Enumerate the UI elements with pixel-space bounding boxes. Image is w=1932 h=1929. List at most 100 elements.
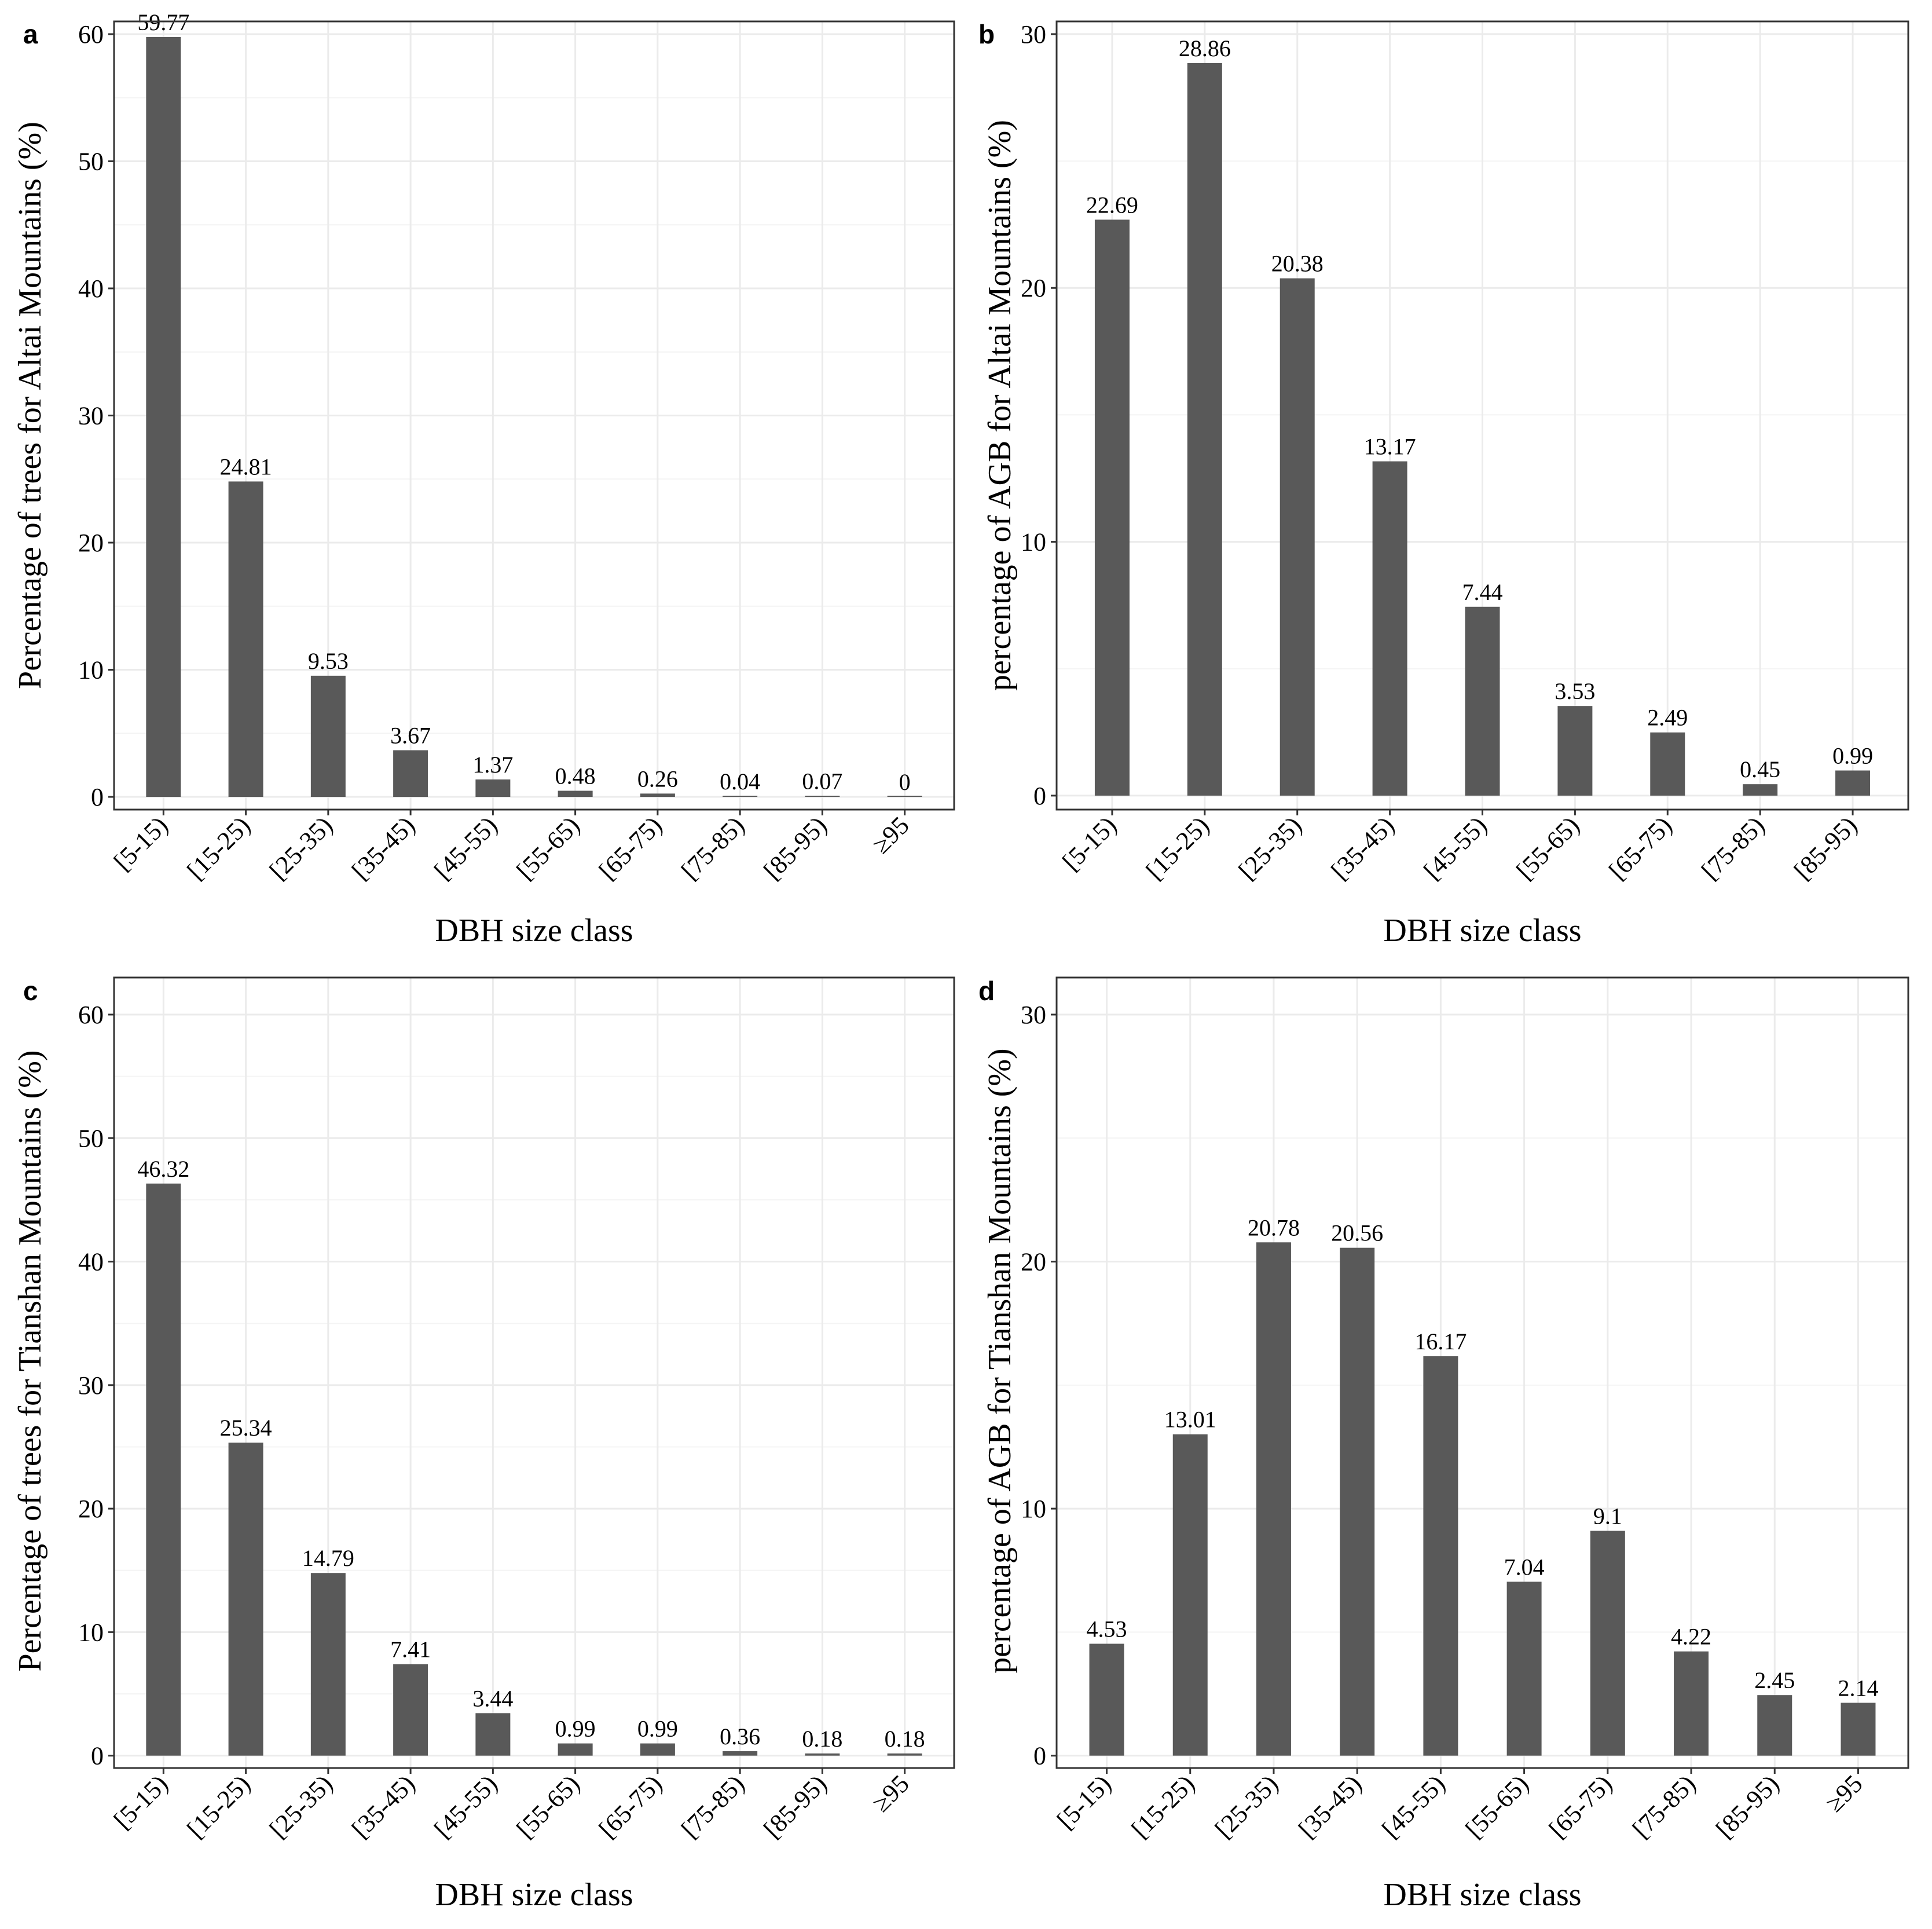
bar-value-label: 20.78 bbox=[1248, 1214, 1300, 1240]
bar-value-label: 13.01 bbox=[1164, 1407, 1216, 1433]
bar bbox=[805, 796, 840, 797]
x-axis-title: DBH size class bbox=[1383, 1877, 1581, 1913]
y-tick-label: 40 bbox=[78, 274, 104, 303]
bar-value-label: 3.44 bbox=[472, 1685, 513, 1711]
bar-value-label: 14.79 bbox=[302, 1545, 354, 1571]
panel-letter: a bbox=[23, 19, 38, 49]
bar bbox=[228, 481, 263, 797]
bar bbox=[310, 1573, 346, 1756]
panel-letter: c bbox=[23, 976, 38, 1006]
bar-value-label: 16.17 bbox=[1414, 1328, 1467, 1355]
y-tick-label: 20 bbox=[78, 1495, 104, 1523]
bar-value-label: 9.1 bbox=[1593, 1503, 1622, 1529]
bar bbox=[1650, 732, 1685, 796]
bar-value-label: 0.26 bbox=[637, 766, 678, 792]
bar bbox=[310, 675, 346, 797]
bar bbox=[1280, 278, 1315, 796]
bar-value-label: 7.44 bbox=[1462, 579, 1503, 605]
bar bbox=[393, 750, 428, 797]
bar bbox=[887, 1753, 922, 1756]
bar-value-label: 0.18 bbox=[802, 1726, 842, 1752]
bar-value-label: 2.14 bbox=[1838, 1675, 1878, 1701]
bar bbox=[146, 1183, 181, 1756]
y-tick-label: 0 bbox=[1033, 782, 1046, 810]
bar bbox=[146, 37, 181, 797]
bar bbox=[228, 1443, 263, 1756]
y-axis-title: Percentage of trees for Tianshan Mountai… bbox=[12, 1050, 48, 1671]
bar-value-label: 0.36 bbox=[720, 1723, 760, 1749]
bar-value-label: 20.56 bbox=[1331, 1220, 1383, 1246]
bar-value-label: 7.04 bbox=[1504, 1554, 1545, 1580]
y-tick-label: 60 bbox=[78, 20, 104, 49]
panel-d: 4.53 13.01 20.78 20.56 16.17 7.04 9.1 4.22 2.45 2… bbox=[978, 976, 1909, 1913]
bar bbox=[1187, 63, 1222, 796]
y-tick-label: 30 bbox=[1021, 20, 1046, 49]
x-axis-title: DBH size class bbox=[1383, 913, 1581, 949]
bar-value-label: 0.99 bbox=[1832, 742, 1873, 768]
y-tick-label: 40 bbox=[78, 1248, 104, 1276]
y-tick-label: 0 bbox=[91, 783, 104, 811]
y-tick-label: 60 bbox=[78, 1001, 104, 1029]
y-tick-label: 20 bbox=[1021, 274, 1046, 302]
bar bbox=[805, 1753, 840, 1756]
bar-value-label: 1.37 bbox=[472, 752, 513, 778]
bar bbox=[1590, 1531, 1625, 1756]
y-tick-label: 20 bbox=[1021, 1248, 1046, 1276]
bar bbox=[1089, 1644, 1124, 1756]
bar bbox=[1172, 1434, 1208, 1756]
bar-value-label: 13.17 bbox=[1364, 434, 1416, 460]
bar-value-label: 0.99 bbox=[637, 1716, 678, 1742]
y-tick-label: 20 bbox=[78, 529, 104, 557]
bar bbox=[1372, 461, 1407, 796]
bar-value-label: 9.53 bbox=[308, 648, 349, 674]
bar bbox=[1557, 706, 1593, 796]
bar-value-label: 7.41 bbox=[390, 1637, 431, 1663]
bar bbox=[640, 793, 675, 797]
bar-value-label: 46.32 bbox=[137, 1156, 189, 1182]
bar-value-label: 0 bbox=[899, 769, 911, 795]
bar bbox=[1674, 1651, 1709, 1756]
bar-value-label: 24.81 bbox=[220, 453, 272, 479]
bar bbox=[1340, 1247, 1375, 1756]
panel-letter: d bbox=[978, 976, 995, 1006]
bar bbox=[558, 790, 593, 797]
bar bbox=[558, 1743, 593, 1756]
y-axis-title: percentage of AGB for Tianshan Mountains… bbox=[982, 1048, 1018, 1673]
bar-value-label: 0.99 bbox=[555, 1716, 596, 1742]
bar-value-label: 28.86 bbox=[1179, 35, 1231, 61]
bar bbox=[475, 1713, 511, 1756]
bar-value-label: 2.49 bbox=[1647, 705, 1688, 731]
x-axis-title: DBH size class bbox=[435, 1877, 633, 1913]
y-tick-label: 50 bbox=[78, 147, 104, 175]
y-tick-label: 30 bbox=[78, 402, 104, 430]
bar-value-label: 2.45 bbox=[1754, 1667, 1795, 1693]
y-tick-label: 0 bbox=[91, 1742, 104, 1770]
bar-value-label: 0.48 bbox=[555, 763, 596, 789]
y-tick-label: 30 bbox=[1021, 1001, 1046, 1029]
y-tick-label: 0 bbox=[1033, 1742, 1046, 1770]
bar-value-label: 22.69 bbox=[1086, 192, 1138, 218]
bar-value-label: 0.45 bbox=[1740, 756, 1780, 782]
y-tick-label: 30 bbox=[78, 1371, 104, 1400]
panel-border bbox=[1055, 976, 1909, 1769]
bar bbox=[723, 1751, 758, 1756]
bar bbox=[1256, 1242, 1291, 1756]
bar-value-label: 4.22 bbox=[1671, 1624, 1711, 1650]
bar bbox=[1506, 1582, 1542, 1756]
y-tick-label: 50 bbox=[78, 1124, 104, 1152]
bar bbox=[1423, 1356, 1458, 1756]
bar bbox=[1465, 606, 1500, 796]
x-axis-title: DBH size class bbox=[435, 913, 633, 949]
y-axis-title: Percentage of trees for Altai Mountains … bbox=[12, 122, 48, 689]
bar-value-label: 4.53 bbox=[1087, 1616, 1127, 1642]
bar-value-label: 20.38 bbox=[1271, 251, 1324, 277]
bar bbox=[1841, 1703, 1876, 1756]
panel-letter: b bbox=[978, 19, 995, 49]
y-tick-label: 10 bbox=[1021, 528, 1046, 557]
bar bbox=[723, 796, 758, 797]
bar bbox=[393, 1664, 428, 1756]
bar bbox=[1094, 219, 1130, 796]
bar-value-label: 0.04 bbox=[720, 768, 760, 795]
